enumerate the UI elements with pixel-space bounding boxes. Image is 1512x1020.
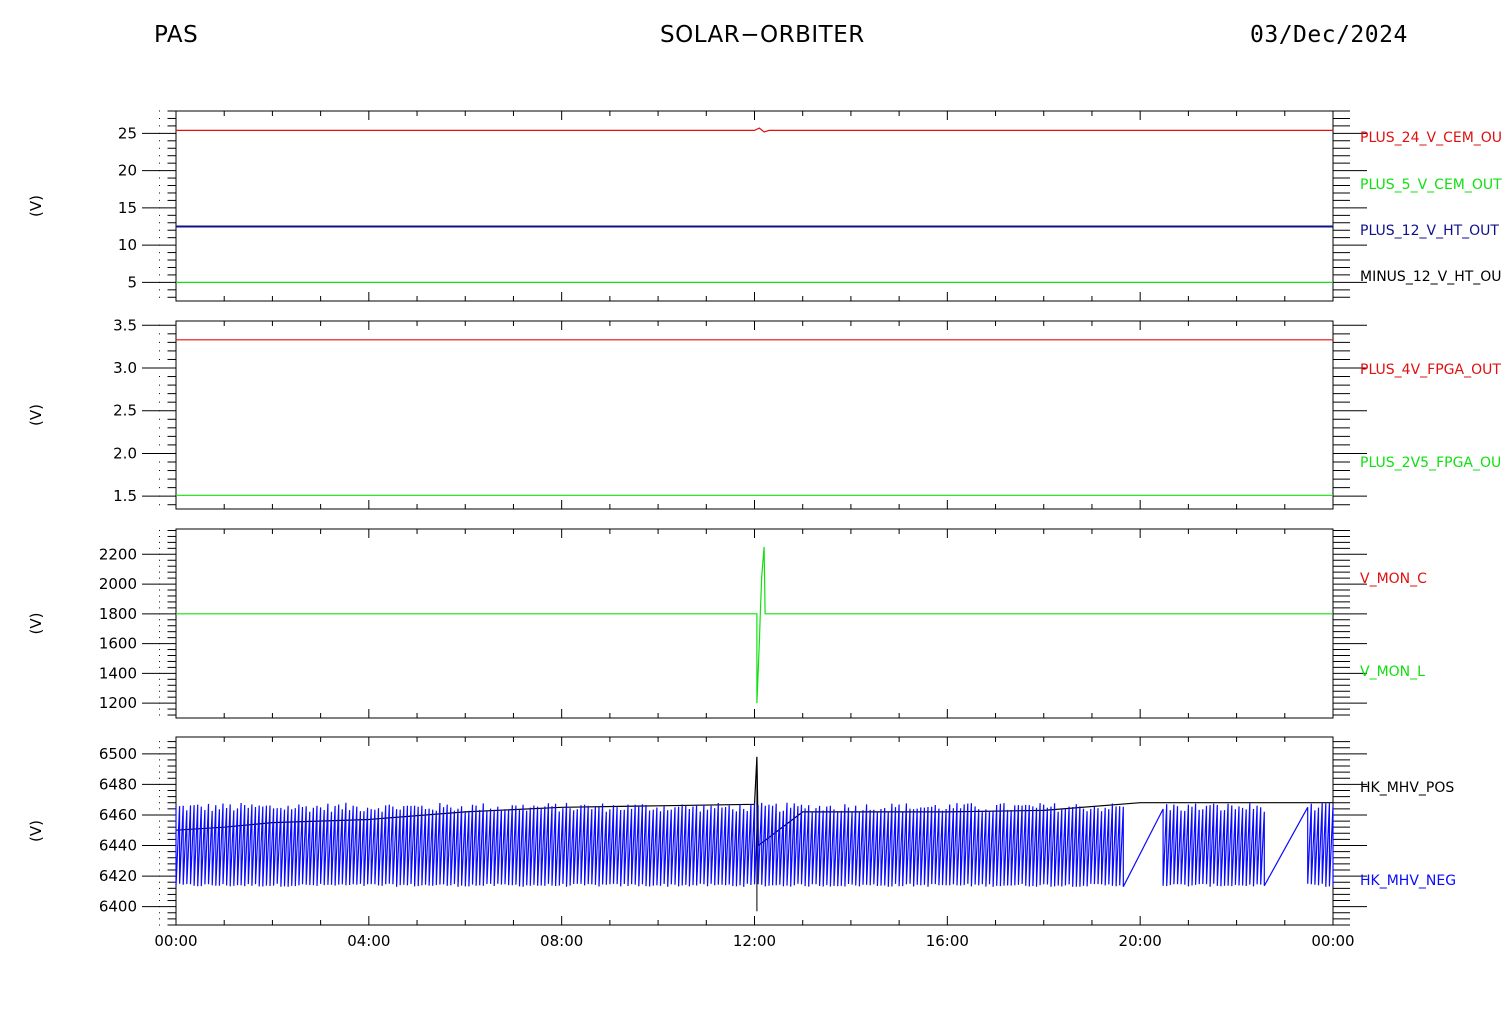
legend-plus_4v_fpga_out: PLUS_4V_FPGA_OUT: [1360, 362, 1501, 378]
y-axis-label: (V): [27, 613, 45, 635]
x-tick-label: 04:00: [347, 932, 390, 950]
panel-frame: [175, 110, 1334, 302]
y-tick-label: 1600: [99, 635, 137, 653]
x-tick-label: 16:00: [926, 932, 969, 950]
x-tick-label: 08:00: [540, 932, 583, 950]
y-tick-label: 6480: [99, 775, 137, 793]
panel-1: 5 10 15 20 25 (V) PLUS_24_V_CEM_OU PLUS_5_V_CEM…: [27, 110, 1502, 302]
series-line-v_mon_l: [176, 546, 1333, 704]
y-tick-label: 10: [118, 236, 137, 254]
legend-hk_mhv_pos: HK_MHV_POS: [1360, 780, 1454, 796]
y-axis-label: (V): [27, 195, 45, 217]
y-tick-label: 3.0: [113, 359, 137, 377]
legend-plus_5_v_cem_out: PLUS_5_V_CEM_OUT: [1360, 177, 1502, 193]
y-tick-label: 6460: [99, 806, 137, 824]
x-tick-label: 00:00: [154, 932, 197, 950]
legend-v_mon_l: V_MON_L: [1360, 664, 1425, 680]
y-tick-label: 20: [118, 162, 137, 180]
y-tick-label: 1200: [99, 694, 137, 712]
x-tick-label: 12:00: [733, 932, 776, 950]
y-tick-label: 5: [127, 273, 137, 291]
legend-plus_12_v_ht_out: PLUS_12_V_HT_OUT: [1360, 223, 1499, 239]
series-line-plus_24_v_cem_ou: [176, 127, 1333, 133]
header-instrument: PAS: [154, 22, 199, 48]
y-tick-label: 2200: [99, 545, 137, 563]
y-axis-label: (V): [27, 404, 45, 426]
y-tick-label: 25: [118, 124, 137, 142]
legend-plus_24_v_cem_ou: PLUS_24_V_CEM_OU: [1360, 130, 1502, 146]
y-tick-label: 2.0: [113, 444, 137, 462]
legend-minus_12_v_ht_ou: MINUS_12_V_HT_OU: [1360, 269, 1502, 285]
x-tick-label: 00:00: [1311, 932, 1354, 950]
y-axis-label: (V): [27, 820, 45, 842]
legend-v_mon_c: V_MON_C: [1360, 571, 1427, 587]
y-tick-label: 3.5: [113, 316, 137, 334]
y-tick-label: 6500: [99, 745, 137, 763]
panel-2: 1.5 2.0 2.5 3.0 3.5 (V) PLUS_4V_FPGA_OUT PLUS_2…: [27, 316, 1501, 510]
y-tick-label: 2000: [99, 575, 137, 593]
series-line-hk_mhv_neg: [175, 802, 1334, 887]
panel-4: 6400 6420 6440 6460 6480 6500 (V) HK_MHV_POS HK_…: [27, 736, 1456, 950]
y-tick-label: 1800: [99, 605, 137, 623]
y-tick-label: 2.5: [113, 402, 137, 420]
y-tick-label: 6400: [99, 898, 137, 916]
y-tick-label: 1.5: [113, 487, 137, 505]
y-tick-label: 15: [118, 199, 137, 217]
y-tick-label: 1400: [99, 664, 137, 682]
panel-frame: [175, 320, 1334, 510]
y-tick-label: 6440: [99, 837, 137, 855]
panel-3: 1200 1400 1600 1800 2000 2200 (V) V_MON_C V_MON_…: [27, 528, 1427, 719]
y-tick-label: 6420: [99, 867, 137, 885]
panel-frame: [175, 528, 1334, 719]
header-date: 03/Dec/2024: [1250, 22, 1408, 48]
x-tick-label: 20:00: [1119, 932, 1162, 950]
legend-hk_mhv_neg: HK_MHV_NEG: [1360, 873, 1456, 889]
legend-plus_2v5_fpga_ou: PLUS_2V5_FPGA_OU: [1360, 455, 1501, 471]
header-mission: SOLAR−ORBITER: [660, 22, 865, 48]
